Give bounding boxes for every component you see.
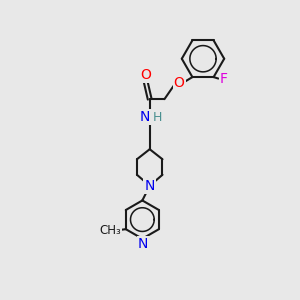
Text: CH₃: CH₃: [100, 224, 121, 237]
Text: N: N: [140, 110, 151, 124]
Text: N: N: [138, 237, 148, 251]
Text: H: H: [152, 111, 162, 124]
Text: F: F: [220, 72, 228, 86]
Text: O: O: [140, 68, 151, 82]
Text: N: N: [144, 179, 154, 193]
Text: O: O: [174, 76, 184, 90]
